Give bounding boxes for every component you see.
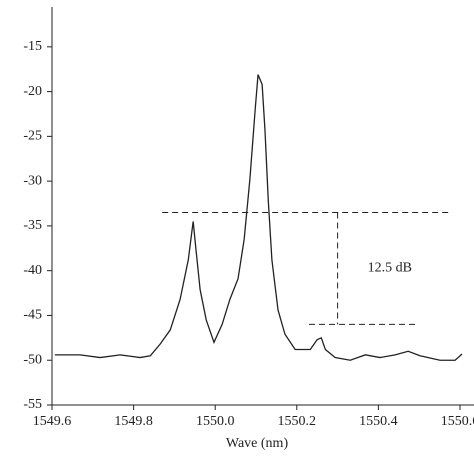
- x-tick-label: 1550.2: [278, 414, 317, 429]
- x-tick-label: 1549.6: [33, 414, 72, 429]
- x-tick-label: 1550.4: [359, 414, 398, 429]
- y-tick-label: -20: [23, 84, 42, 99]
- y-tick-label: -50: [23, 352, 42, 367]
- spectrum-line: [54, 74, 463, 361]
- x-tick-label: 1549.8: [114, 414, 153, 429]
- x-tick-label: 1550.6: [441, 414, 474, 429]
- y-tick-label: -25: [23, 129, 42, 144]
- y-tick-label: -40: [23, 263, 42, 278]
- annotation-label: 12.5 dB: [368, 261, 412, 276]
- y-tick-label: -45: [23, 308, 42, 323]
- y-tick-label: -35: [23, 218, 42, 233]
- y-tick-label: -15: [23, 39, 42, 54]
- y-tick-label: -55: [23, 397, 42, 412]
- x-tick-label: 1550.0: [196, 414, 235, 429]
- y-tick-label: -30: [23, 173, 42, 188]
- x-axis-title: Wave (nm): [226, 436, 289, 451]
